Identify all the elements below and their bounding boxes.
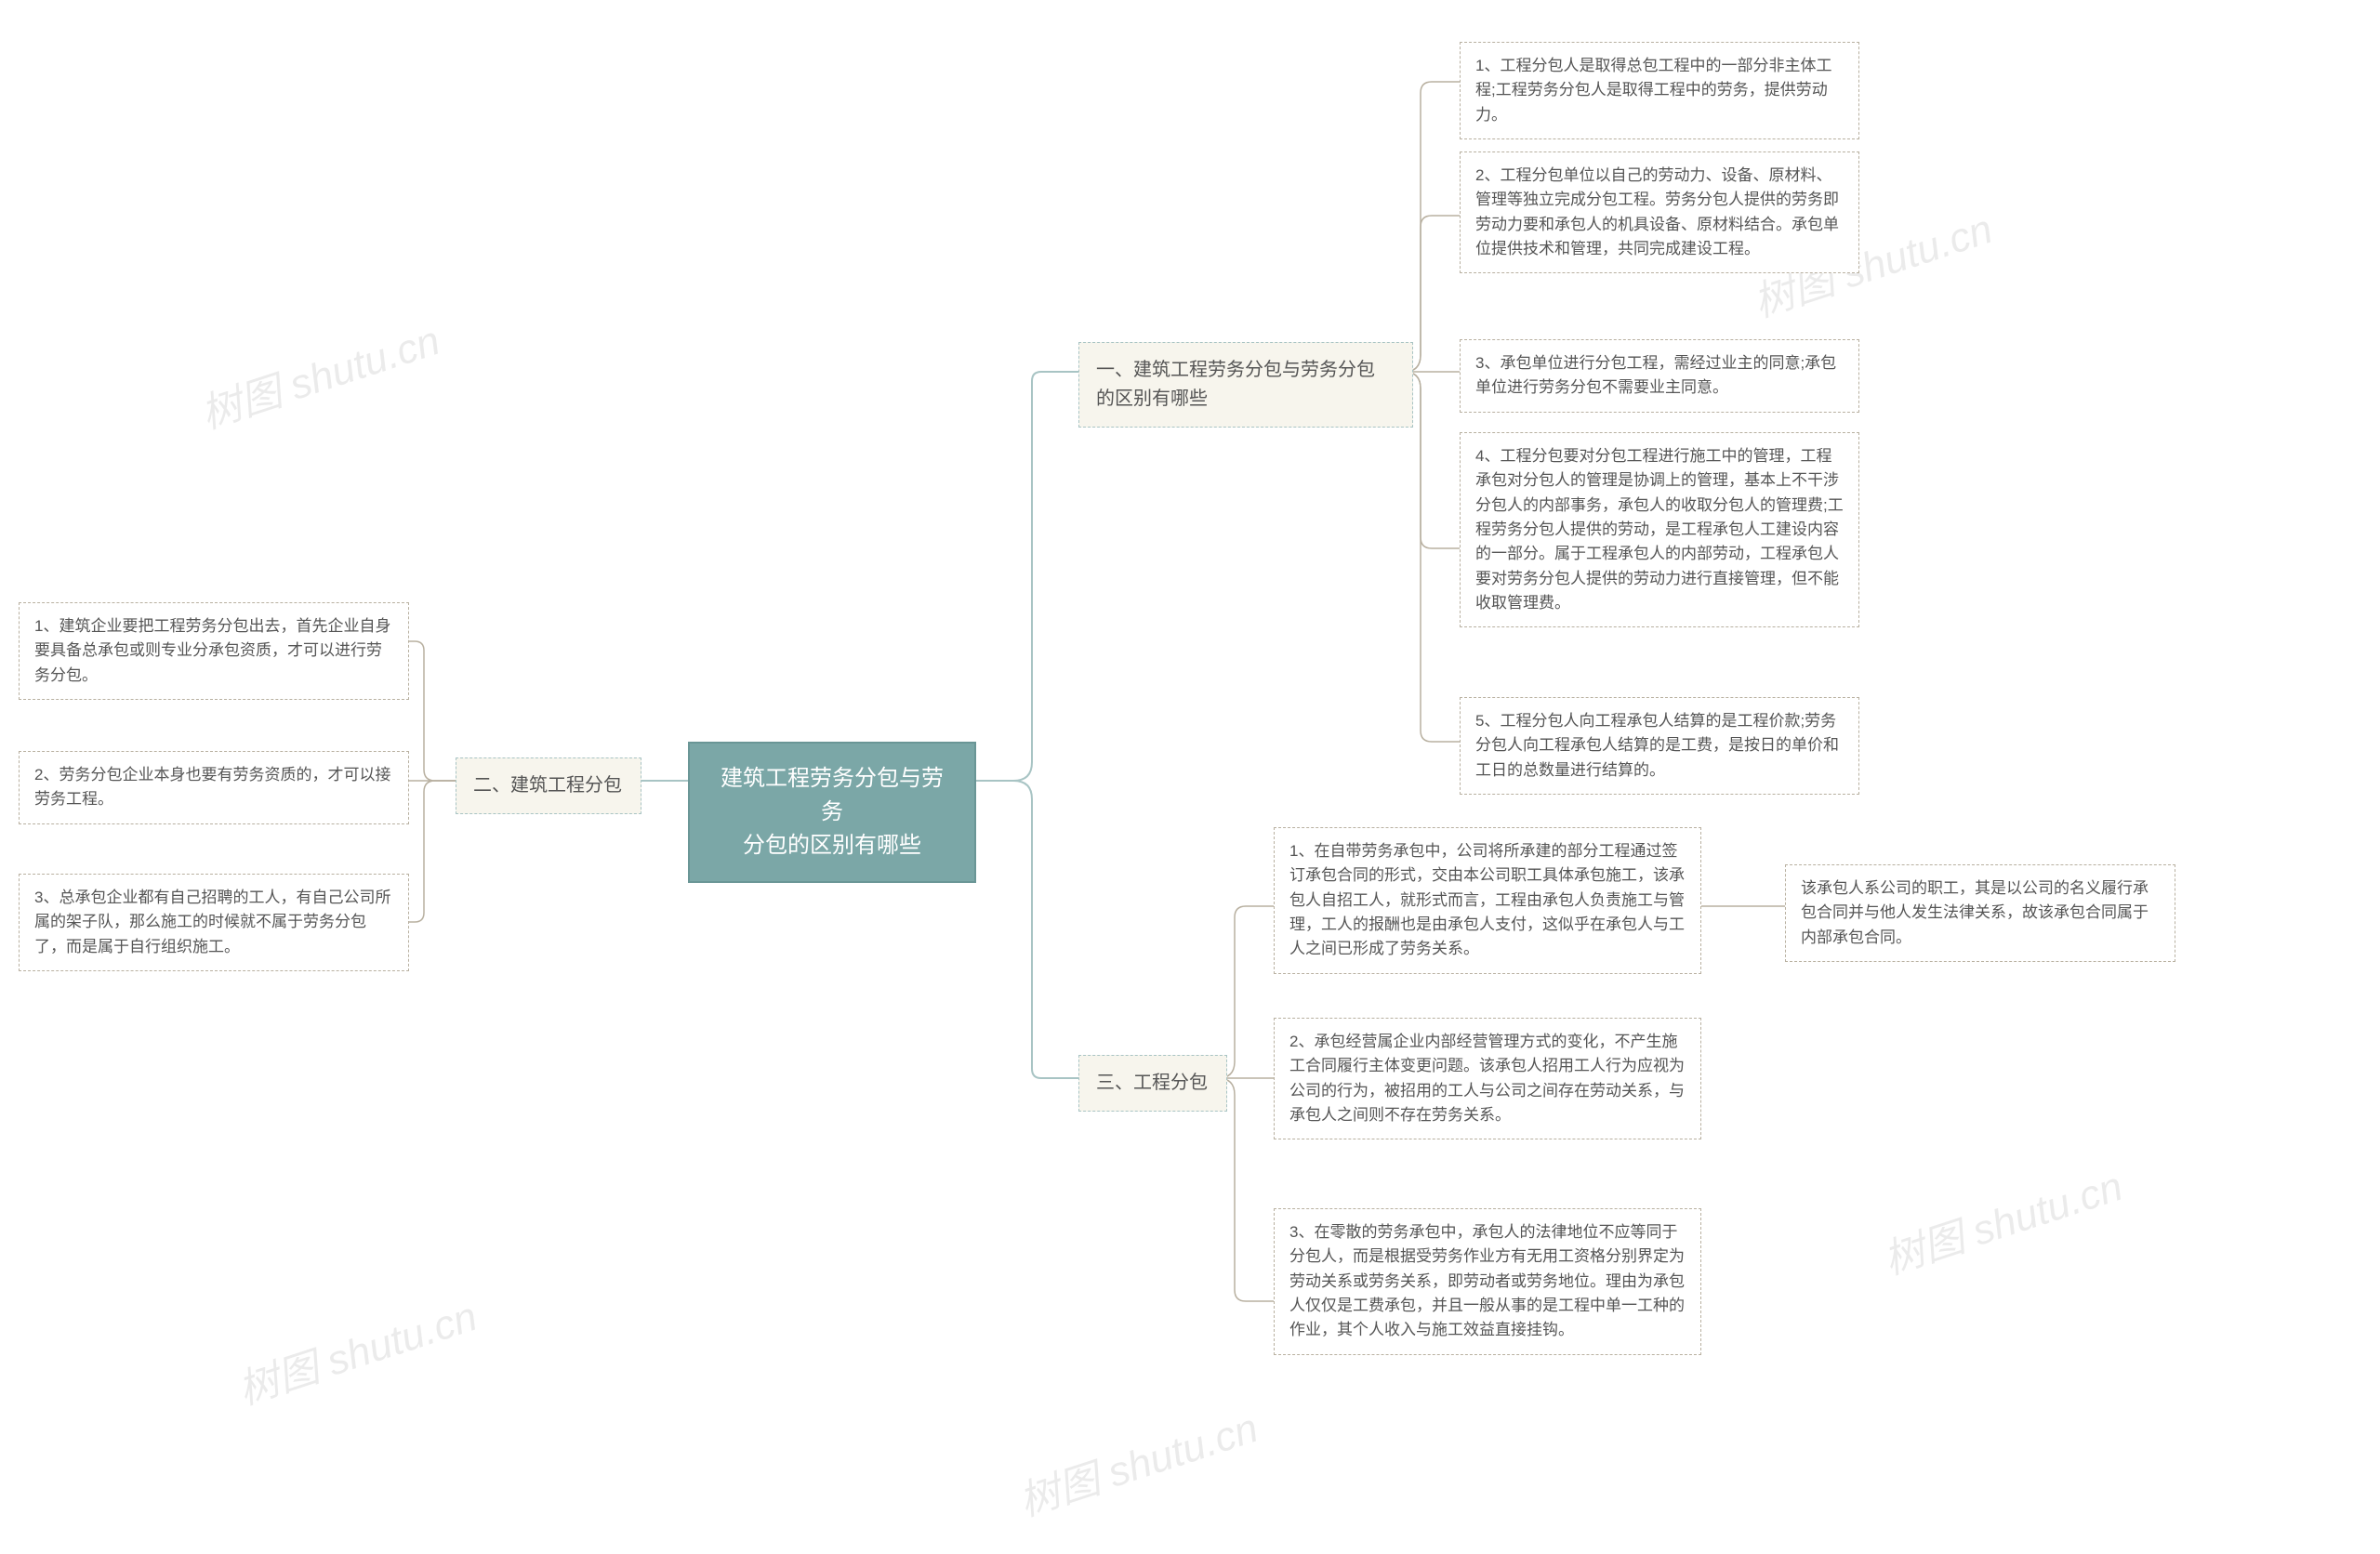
watermark: 树图 shutu.cn bbox=[1875, 1152, 2129, 1285]
branch-2: 二、建筑工程分包 bbox=[456, 757, 641, 814]
b2-leaf-1: 1、建筑企业要把工程劳务分包出去，首先企业自身要具备总承包或则专业分承包资质，才… bbox=[19, 602, 409, 700]
root-title-line2: 分包的区别有哪些 bbox=[716, 829, 948, 863]
branch1-item-5: 5、工程分包人向工程承包人结算的是工程价款;劳务分包人向工程承包人结算的是工费，… bbox=[1460, 697, 1859, 795]
branch-1-line1: 一、建筑工程劳务分包与劳务分包 bbox=[1096, 356, 1395, 385]
watermark: 树图 shutu.cn bbox=[1011, 1394, 1264, 1527]
b2-leaf-3: 3、总承包企业都有自己招聘的工人，有自己公司所属的架子队，那么施工的时候就不属于… bbox=[19, 874, 409, 971]
branch3-item-1: 1、在自带劳务承包中，公司将所承建的部分工程通过签订承包合同的形式，交由本公司职… bbox=[1274, 827, 1701, 974]
branch-3: 三、工程分包 bbox=[1078, 1055, 1227, 1112]
watermark: 树图 shutu.cn bbox=[230, 1283, 483, 1416]
branch1-item-2: 2、工程分包单位以自己的劳动力、设备、原材料、管理等独立完成分包工程。劳务分包人… bbox=[1460, 151, 1859, 273]
branch1-item-1: 1、工程分包人是取得总包工程中的一部分非主体工程;工程劳务分包人是取得工程中的劳… bbox=[1460, 42, 1859, 139]
branch1-item-4: 4、工程分包要对分包工程进行施工中的管理，工程承包对分包人的管理是协调上的管理，… bbox=[1460, 432, 1859, 627]
branch-1-line2: 的区别有哪些 bbox=[1096, 385, 1395, 414]
branch3-item-2: 2、承包经营属企业内部经营管理方式的变化，不产生施工合同履行主体变更问题。该承包… bbox=[1274, 1018, 1701, 1139]
branch3-item-3: 3、在零散的劳务承包中，承包人的法律地位不应等同于分包人，而是根据受劳务作业方有… bbox=[1274, 1208, 1701, 1355]
branch1-item-3: 3、承包单位进行分包工程，需经过业主的同意;承包单位进行劳务分包不需要业主同意。 bbox=[1460, 339, 1859, 413]
root-node: 建筑工程劳务分包与劳务 分包的区别有哪些 bbox=[688, 742, 976, 883]
root-title-line1: 建筑工程劳务分包与劳务 bbox=[716, 762, 948, 829]
b2-leaf-2: 2、劳务分包企业本身也要有劳务资质的，才可以接劳务工程。 bbox=[19, 751, 409, 824]
branch-1: 一、建筑工程劳务分包与劳务分包 的区别有哪些 bbox=[1078, 342, 1413, 428]
branch3-sub-item: 该承包人系公司的职工，其是以公司的名义履行承包合同并与他人发生法律关系，故该承包… bbox=[1785, 864, 2175, 962]
watermark: 树图 shutu.cn bbox=[192, 307, 446, 440]
